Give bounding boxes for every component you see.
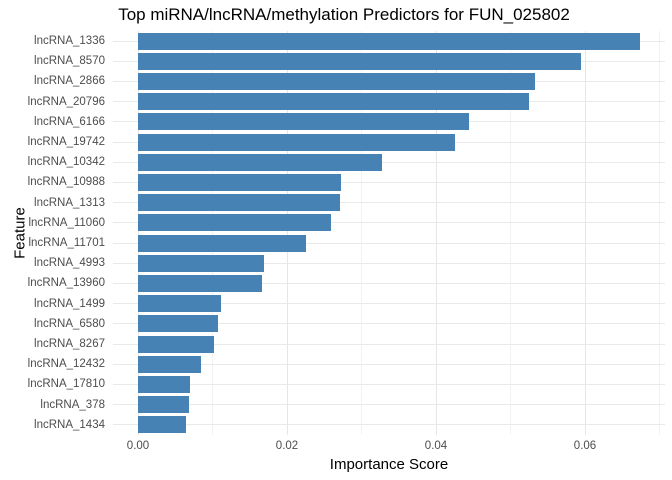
y-category-gridline xyxy=(113,161,665,163)
y-tick-label: lncRNA_8570 xyxy=(34,55,105,68)
y-tick-label: lncRNA_17810 xyxy=(27,378,105,391)
x-major-gridline xyxy=(137,31,139,435)
y-tick-label: lncRNA_10342 xyxy=(27,156,105,169)
y-category-gridline xyxy=(113,323,665,325)
chart-title: Top miRNA/lncRNA/methylation Predictors … xyxy=(118,5,570,24)
x-tick-label: 0.06 xyxy=(573,440,597,452)
x-tick-label: 0.04 xyxy=(424,440,448,452)
bar-lncRNA_12432 xyxy=(138,355,202,373)
y-category-gridline xyxy=(113,384,665,385)
bar-lncRNA_11060 xyxy=(138,214,331,232)
bar-lncRNA_4993 xyxy=(138,254,264,272)
y-tick-label: lncRNA_19742 xyxy=(27,136,105,148)
y-tick-label: lncRNA_11701 xyxy=(28,237,105,249)
bar-lncRNA_13960 xyxy=(138,275,263,292)
bar-lncRNA_1434 xyxy=(138,416,186,434)
y-category-gridline xyxy=(113,242,665,244)
bar-lncRNA_10342 xyxy=(138,153,383,171)
x-minor-gridline xyxy=(510,31,511,435)
x-tick-label: 0.02 xyxy=(275,440,299,452)
x-tick-label: 0.00 xyxy=(126,440,150,452)
y-tick-label: lncRNA_1336 xyxy=(34,35,105,47)
y-tick-label: lncRNA_8267 xyxy=(34,338,105,350)
y-tick-label: lncRNA_1434 xyxy=(34,418,105,431)
y-tick-label: lncRNA_10988 xyxy=(27,176,105,189)
x-minor-gridline xyxy=(361,31,362,435)
y-tick-label: lncRNA_2866 xyxy=(34,75,105,88)
bar-lncRNA_17810 xyxy=(138,376,191,393)
y-category-gridline xyxy=(113,222,665,224)
bar-lncRNA_8570 xyxy=(138,52,582,70)
bar-lncRNA_19742 xyxy=(138,133,456,151)
y-tick-label: lncRNA_12432 xyxy=(27,358,105,371)
y-category-gridline xyxy=(113,283,665,284)
y-tick-label: lncRNA_11060 xyxy=(28,216,105,229)
x-major-gridline xyxy=(286,31,288,435)
x-axis-title: Importance Score xyxy=(329,456,449,473)
y-category-gridline xyxy=(113,404,665,406)
bar-lncRNA_2866 xyxy=(138,73,536,90)
y-tick-label: lncRNA_378 xyxy=(40,398,105,411)
bar-lncRNA_378 xyxy=(138,396,189,414)
bar-lncRNA_8267 xyxy=(138,335,214,353)
y-category-gridline xyxy=(113,182,665,183)
x-major-gridline xyxy=(584,31,586,435)
y-tick-label: lncRNA_4993 xyxy=(34,257,105,270)
bar-lncRNA_10988 xyxy=(138,174,341,191)
y-tick-label: lncRNA_1499 xyxy=(34,297,105,310)
bar-lncRNA_11701 xyxy=(138,234,307,252)
y-tick-label: lncRNA_1313 xyxy=(34,196,105,209)
y-tick-label: lncRNA_6166 xyxy=(34,115,105,128)
y-category-gridline xyxy=(113,424,665,426)
y-category-gridline xyxy=(113,303,665,305)
x-major-gridline xyxy=(435,31,437,435)
x-minor-gridline xyxy=(212,31,213,435)
bar-lncRNA_1499 xyxy=(138,295,221,313)
bar-lncRNA_20796 xyxy=(138,93,530,111)
plot-panel xyxy=(113,31,665,435)
y-category-gridline xyxy=(113,262,665,264)
y-category-gridline xyxy=(113,343,665,345)
y-tick-label: lncRNA_20796 xyxy=(27,95,105,108)
bar-lncRNA_1336 xyxy=(138,32,641,50)
y-category-gridline xyxy=(113,363,665,365)
bar-lncRNA_6166 xyxy=(138,113,469,131)
x-minor-gridline xyxy=(659,31,660,435)
y-tick-label: lncRNA_6580 xyxy=(34,317,105,330)
bar-lncRNA_6580 xyxy=(138,315,219,333)
y-category-gridline xyxy=(113,202,665,204)
y-tick-label: lncRNA_13960 xyxy=(27,277,105,290)
bar-lncRNA_1313 xyxy=(138,194,340,212)
